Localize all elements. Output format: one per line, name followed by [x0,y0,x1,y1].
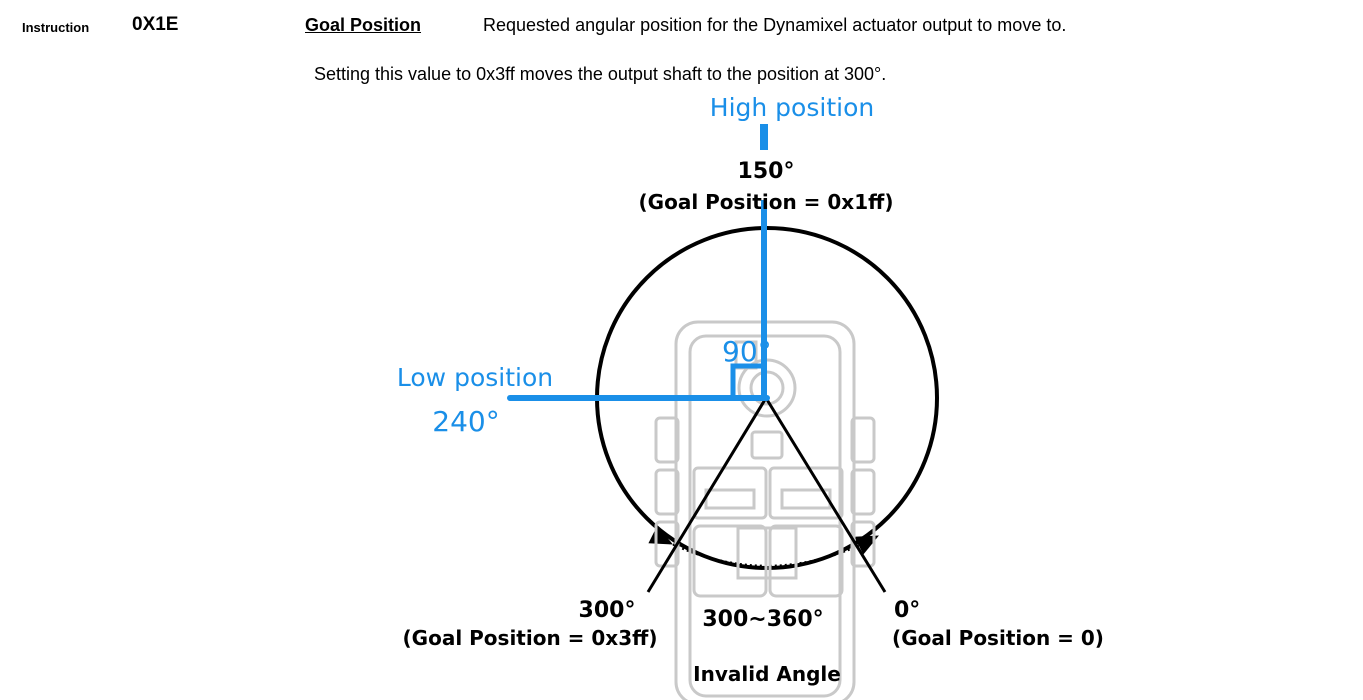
left-angle-label: 300° [579,598,636,623]
invalid-range-arc [648,525,879,568]
low-position-label: Low position [397,363,553,392]
address-code: 0X1E [132,14,179,35]
top-goal-label: (Goal Position = 0x1ff) [639,190,894,214]
instruction-label: Instruction [22,20,90,35]
left-goal-label: (Goal Position = 0x3ff) [403,626,658,650]
invalid-angle-label: Invalid Angle [693,662,841,686]
zero-degree-line [764,397,887,593]
high-position-label: High position [710,93,874,122]
field-name: Goal Position [305,15,422,35]
top-angle-label: 150° [738,159,795,184]
field-description: Requested angular position for the Dynam… [483,15,1067,35]
right-goal-label: (Goal Position = 0) [892,626,1104,650]
invalid-range-label: 300~360° [702,607,823,632]
actuator-body [654,320,876,700]
right-zero-label: 0° [894,598,920,623]
field-note: Setting this value to 0x3ff moves the ou… [314,64,887,84]
high-position-tick [760,124,768,150]
three-hundred-degree-line [646,397,768,593]
right-angle-marker [730,363,764,398]
low-angle-label: 240° [432,405,499,438]
right-angle-label: 90° [722,335,772,368]
